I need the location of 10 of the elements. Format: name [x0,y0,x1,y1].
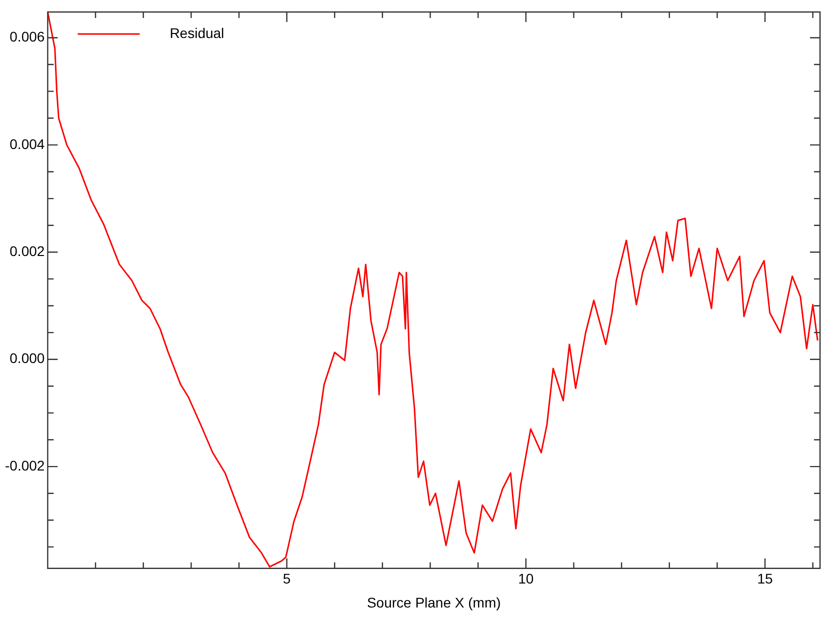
x-tick-label: 5 [282,570,291,587]
y-tick-label: 0.006 [10,28,45,45]
y-tick-label: 0.000 [10,350,45,366]
y-tick-label: 0.004 [10,136,45,152]
x-axis-title: Source Plane X (mm) [366,594,501,610]
y-tick-label: 0.002 [10,243,45,259]
x-tick-label: 10 [518,570,534,587]
y-tick-label: -0.002 [4,457,45,474]
legend-label: Residual [170,24,224,41]
x-tick-label: 15 [757,570,774,587]
